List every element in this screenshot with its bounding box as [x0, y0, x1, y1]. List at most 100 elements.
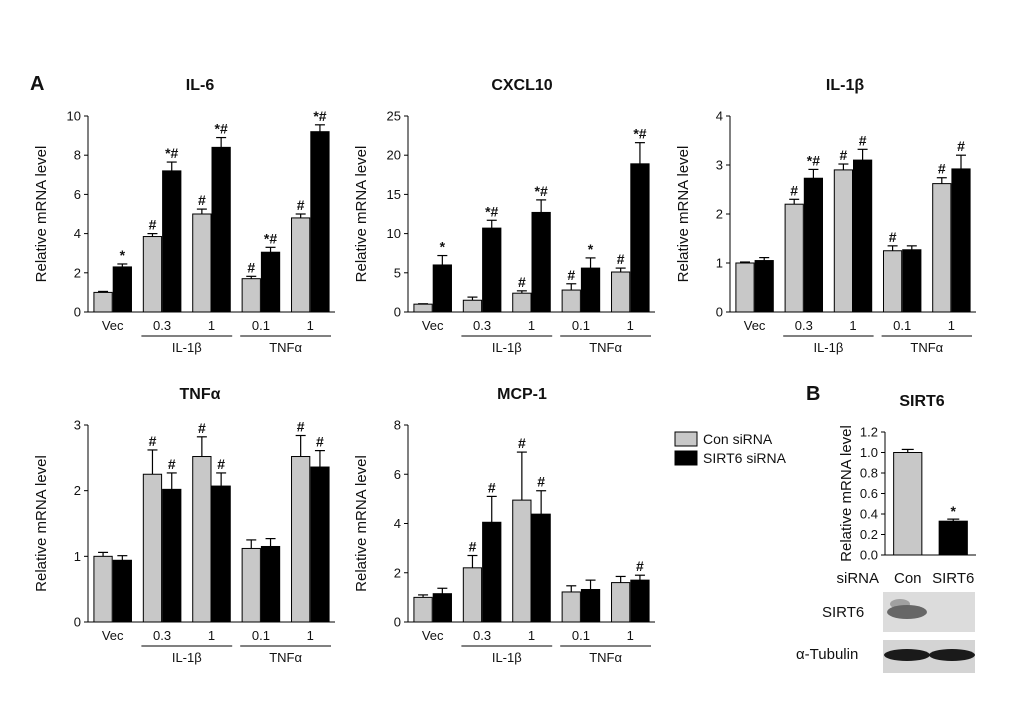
y-tick-label: 10 — [387, 226, 401, 241]
x-category-label: Vec — [422, 628, 444, 643]
chart-il1b: IL-1β 0 1 2 3 4 Relative mRNA level Vec # *# 0.3 # #… — [675, 77, 976, 355]
bar-sirt6 — [630, 579, 650, 623]
legend-label-con: Con siRNA — [703, 431, 773, 447]
x-category-label: 0.1 — [572, 318, 590, 333]
significance-mark: *# — [215, 121, 228, 137]
group-label: TNFα — [269, 340, 302, 355]
bar-sirt6 — [260, 545, 281, 623]
group-label: TNFα — [589, 650, 622, 665]
y-tick-label: 2 — [74, 265, 81, 280]
bar-sirt6 — [162, 488, 182, 623]
significance-mark: # — [316, 434, 324, 450]
bar-con — [784, 203, 804, 313]
significance-mark: *# — [313, 108, 326, 124]
group-label: TNFα — [910, 340, 943, 355]
bar-sirt6 — [754, 260, 774, 313]
y-tick-label: 3 — [716, 158, 723, 173]
x-category-label: 1 — [208, 318, 215, 333]
bar-con — [932, 183, 952, 313]
bar-sirt6 — [902, 249, 922, 313]
chart-mcp1: MCP-1 0 2 4 6 8 Relative mRNA level Vec # #0.3 # #1… — [353, 386, 655, 665]
legend: Con siRNA SIRT6 siRNA — [674, 431, 787, 466]
bar-con — [512, 499, 532, 623]
bar-con — [142, 236, 163, 313]
bar-con — [882, 250, 903, 313]
bar-sirt6 — [531, 513, 551, 623]
bar-sirt6 — [211, 485, 231, 623]
y-tick-label: 2 — [394, 565, 401, 580]
bar-sirt6 — [310, 131, 330, 313]
significance-mark: # — [297, 197, 305, 213]
y-tick-label: 0.6 — [860, 486, 878, 501]
x-category-label: 0.3 — [153, 628, 171, 643]
bar-sirt6 — [951, 168, 971, 313]
bar-sirt6 — [482, 227, 502, 313]
y-tick-label: 0 — [394, 305, 401, 320]
x-category-label: 0.3 — [473, 318, 491, 333]
significance-mark: * — [440, 239, 446, 255]
y-tick-label: 15 — [387, 187, 401, 202]
significance-mark: # — [537, 474, 545, 490]
legend-swatch-sirt6 — [674, 450, 698, 466]
significance-mark: # — [488, 479, 496, 495]
chart-tnfa: TNFα 0 1 2 3 Relative mRNA level Vec # #0.3 # #1 0.… — [33, 386, 335, 665]
chart-sirt6: SIRT6 0.0 0.2 0.4 0.6 0.8 1.0 1.2 Relative mRNA … — [836, 393, 976, 587]
x-category-label: 0.3 — [795, 318, 813, 333]
significance-mark: *# — [165, 145, 178, 161]
chart-cxcl10: CXCL10 0 5 10 15 20 25 Relative mRNA level * Vec *… — [353, 77, 655, 355]
y-tick-label: 0 — [74, 615, 81, 630]
bar-con — [561, 591, 581, 623]
significance-mark: # — [790, 182, 798, 198]
significance-mark: # — [518, 274, 526, 290]
blot-band-sirt6-con-tail — [890, 599, 910, 609]
bar-con — [611, 582, 631, 623]
x-category-label: 1 — [948, 318, 955, 333]
significance-mark: # — [617, 251, 625, 267]
bar-con — [561, 289, 581, 313]
group-label: IL-1β — [492, 650, 522, 665]
y-tick-label: 4 — [716, 109, 723, 124]
bar-con — [291, 456, 311, 623]
x-category-label: 1 — [307, 318, 314, 333]
y-axis-label: Relative mRNA level — [33, 146, 50, 283]
y-tick-label: 8 — [394, 418, 401, 433]
bar-sirt6 — [630, 163, 650, 313]
significance-mark: # — [567, 267, 575, 283]
significance-mark: *# — [535, 183, 548, 199]
significance-mark: # — [839, 147, 847, 163]
x-category-label: 1 — [528, 318, 535, 333]
chart-title: SIRT6 — [899, 393, 944, 410]
y-tick-label: 0 — [74, 305, 81, 320]
significance-mark: # — [198, 420, 206, 436]
x-category-label: 1 — [208, 628, 215, 643]
significance-mark: # — [957, 138, 965, 154]
bar-sirt6 — [310, 466, 330, 623]
x-category-label: 1 — [627, 318, 634, 333]
x-category-label: Vec — [102, 628, 124, 643]
y-tick-label: 0.0 — [860, 548, 878, 563]
blot-label-tubulin: α-Tubulin — [796, 646, 858, 663]
y-tick-label: 0.2 — [860, 527, 878, 542]
significance-mark: # — [938, 161, 946, 177]
bar-con — [512, 292, 532, 313]
x-category-label: Vec — [102, 318, 124, 333]
bar-sirt6 — [112, 559, 132, 623]
bar-con — [413, 303, 433, 313]
chart-title: IL-6 — [186, 77, 215, 94]
chart-il6: IL-6 0 2 4 6 8 10 Relative mRNA level * Vec # *# 0.3… — [33, 77, 335, 355]
y-tick-label: 20 — [387, 148, 401, 163]
y-tick-label: 10 — [67, 109, 81, 124]
y-tick-label: 0.4 — [860, 507, 878, 522]
significance-mark: # — [217, 456, 225, 472]
bar-con — [142, 473, 163, 623]
bar-con — [462, 299, 483, 313]
significance-mark: # — [198, 192, 206, 208]
bar-con — [413, 596, 433, 623]
bar-con — [611, 271, 631, 313]
group-label: IL-1β — [172, 650, 202, 665]
y-tick-label: 1.2 — [860, 425, 878, 440]
y-tick-label: 3 — [74, 418, 81, 433]
y-tick-label: 1.0 — [860, 445, 878, 460]
y-tick-label: 6 — [74, 187, 81, 202]
